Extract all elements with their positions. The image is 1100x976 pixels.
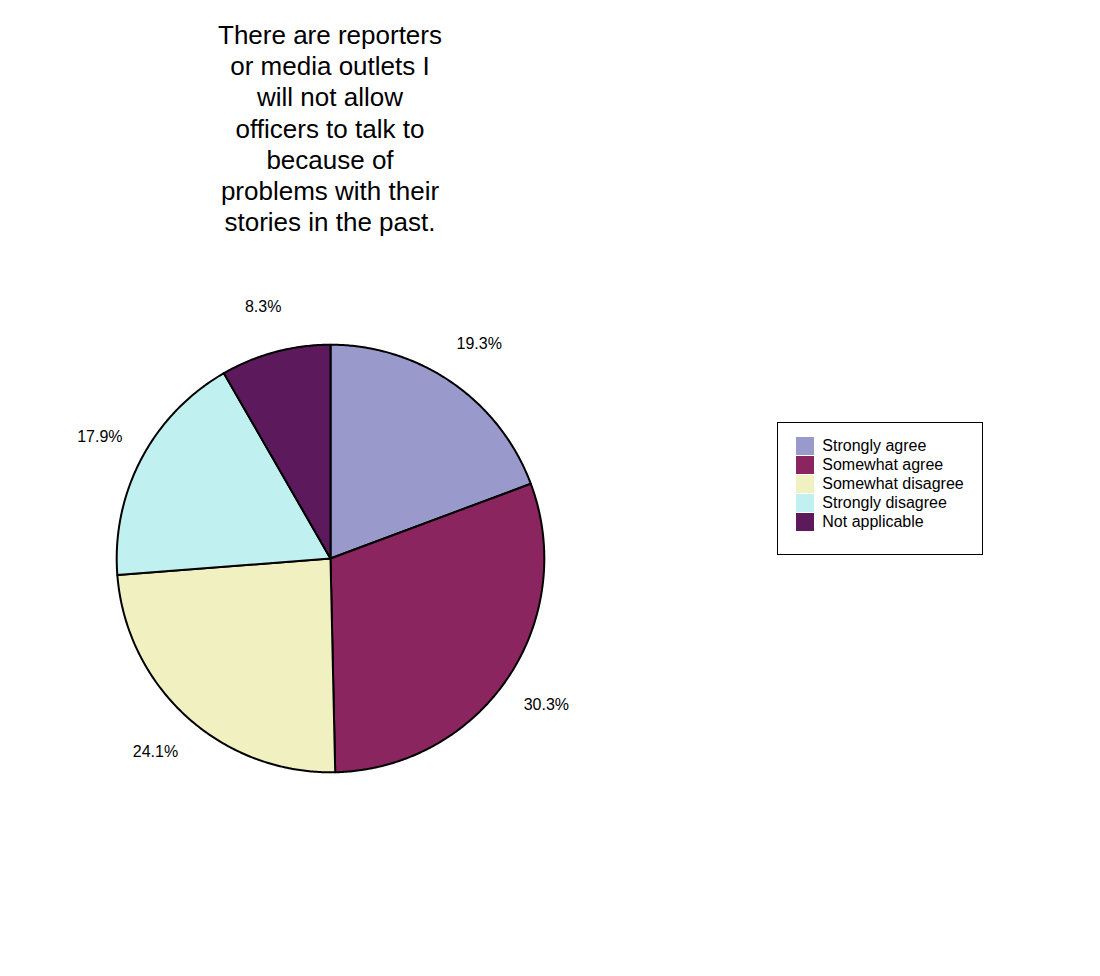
- svg-text:19.3%: 19.3%: [457, 336, 502, 353]
- html-text:Not applicable: Not applicable: [822, 512, 924, 530]
- html-text:Strongly disagree: Strongly disagree: [822, 493, 947, 511]
- svg-text:17.9%: 17.9%: [77, 428, 122, 445]
- html-text:Strongly agree: Strongly agree: [822, 436, 927, 454]
- html-text:Somewhat disagree: Somewhat disagree: [822, 474, 964, 492]
- svg-text:30.3%: 30.3%: [524, 696, 569, 713]
- svg-text:8.3%: 8.3%: [245, 298, 281, 315]
- svg-text:24.1%: 24.1%: [133, 743, 178, 760]
- html-text:There are reporters or media o: There are reporters or media outlets I w…: [218, 20, 442, 238]
- html-text:Somewhat agree: Somewhat agree: [822, 455, 944, 473]
